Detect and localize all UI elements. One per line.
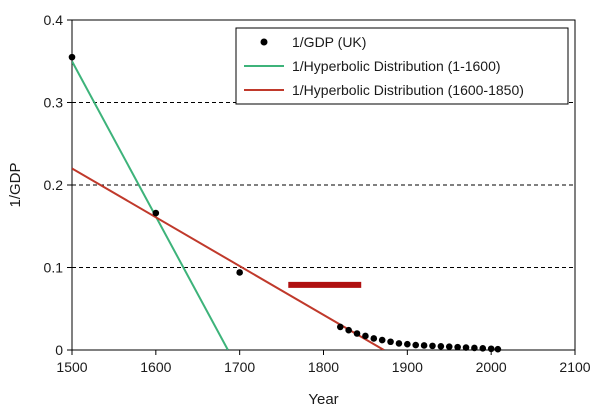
data-point [395,340,403,347]
legend-marker-uk-gdp [260,38,268,46]
gridlines [72,102,575,268]
x-tick-label: 1700 [224,359,255,375]
x-tick-label: 1900 [392,359,423,375]
data-point [494,345,502,353]
data-point [471,344,478,352]
data-point [445,343,453,351]
legend-entry-hyperbolic-1-1600: 1/Hyperbolic Distribution (1-1600) [292,58,501,74]
x-axis: 1500 1600 1700 1800 1900 2000 2100 [56,350,591,375]
series-lines [72,60,385,350]
data-point [429,342,436,350]
legend: 1/GDP (UK) 1/Hyperbolic Distribution (1-… [235,27,569,105]
y-tick-label: 0.4 [44,12,64,28]
data-point [479,345,487,352]
x-tick-label: 2000 [476,359,507,375]
data-point [387,338,394,346]
x-tick-label: 1500 [56,359,87,375]
series-line-2 [72,167,385,350]
y-tick-label: 0.1 [44,260,64,276]
data-point [487,345,495,353]
legend-box [235,27,569,105]
x-tick-label: 1600 [140,359,171,375]
y-axis: 0 0.1 0.2 0.3 0.4 [44,12,72,358]
y-tick-label: 0.3 [44,95,64,111]
data-point [345,326,352,334]
data-point [236,269,243,276]
y-axis-title: 1/GDP [7,162,24,207]
data-point [462,344,470,351]
data-point [412,341,420,349]
y-tick-label: 0.2 [44,177,64,193]
data-points [68,53,502,353]
x-tick-label: 1800 [308,359,339,375]
x-tick-label: 2100 [559,359,590,375]
data-point [370,335,378,342]
data-point [378,336,386,344]
data-point [353,330,361,337]
data-point [362,332,369,340]
data-point [336,323,344,331]
legend-entry-uk-gdp: 1/GDP (UK) [292,34,366,50]
data-point [420,342,428,349]
data-point [437,342,445,350]
legend-entry-hyperbolic-1600-1850: 1/Hyperbolic Distribution (1600-1850) [292,82,524,98]
data-point [454,343,461,351]
data-point [152,209,160,217]
data-point [68,53,76,61]
series-line-1 [72,60,229,350]
y-tick-label: 0 [55,342,63,358]
data-point [404,340,411,348]
x-axis-title: Year [308,391,338,408]
